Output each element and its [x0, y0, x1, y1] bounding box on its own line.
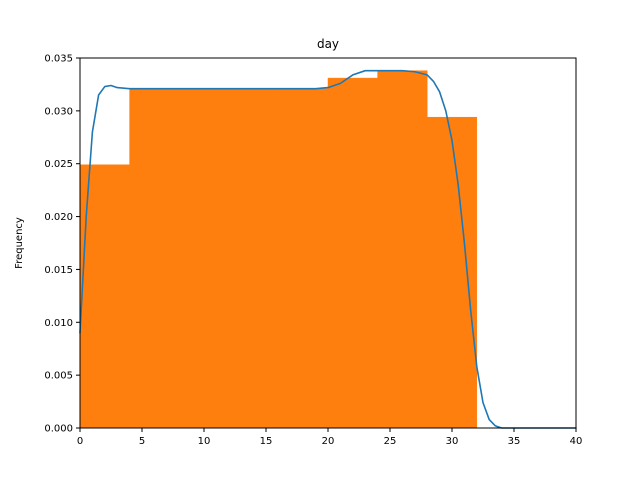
x-tick-label-2: 10 [198, 436, 211, 447]
histogram-bar-3 [228, 88, 279, 429]
histogram-bar-2 [178, 88, 230, 429]
y-tick-label-4: 0.020 [44, 212, 73, 223]
histogram-bars [79, 70, 478, 429]
y-tick-label-5: 0.025 [44, 159, 73, 170]
x-axis: 0 5 10 15 20 25 30 35 40 [77, 428, 583, 447]
y-tick-label-6: 0.030 [44, 106, 73, 117]
density-line-group [79, 69, 577, 429]
y-tick-label-7: 0.035 [44, 54, 73, 65]
y-tick-label-2: 0.010 [44, 318, 73, 329]
x-tick-label-8: 40 [570, 436, 583, 447]
histogram-bar-4 [278, 88, 329, 429]
x-tick-label-4: 20 [322, 436, 335, 447]
y-axis: 0.000 0.005 0.010 0.015 0.020 0.025 0.030 0.035 [44, 54, 80, 435]
histogram-bar-1 [129, 88, 180, 429]
x-tick-label-1: 5 [139, 436, 145, 447]
y-tick-label-3: 0.015 [44, 265, 73, 276]
x-tick-label-6: 30 [446, 436, 459, 447]
y-axis-label: Frequency [14, 217, 25, 269]
chart-title: day [317, 37, 339, 51]
y-tick-label-0: 0.000 [44, 424, 73, 435]
y-tick-label-1: 0.005 [44, 371, 73, 382]
histogram-bar-5 [327, 77, 378, 429]
x-tick-label-5: 25 [384, 436, 397, 447]
histogram-bar-0 [79, 164, 130, 429]
x-tick-label-0: 0 [77, 436, 83, 447]
histogram-bar-7 [426, 116, 478, 429]
density-line [79, 69, 577, 429]
histogram-bar-6 [377, 70, 428, 429]
x-tick-label-7: 35 [508, 436, 521, 447]
x-tick-label-3: 15 [260, 436, 273, 447]
